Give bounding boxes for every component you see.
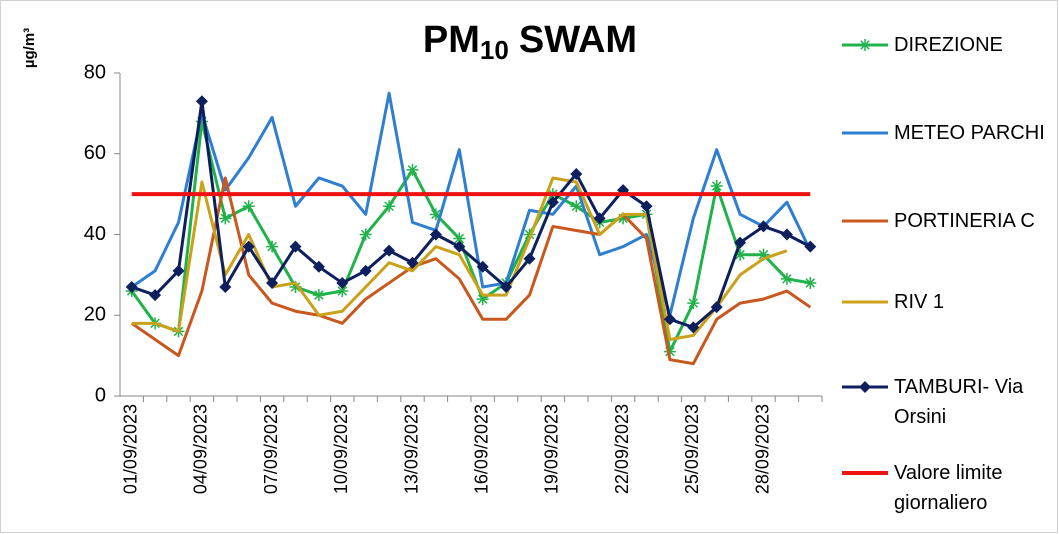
marker-diamond	[500, 280, 513, 293]
legend-label: DIREZIONE	[894, 34, 1003, 56]
legend-swatch	[842, 219, 888, 223]
marker-star	[804, 276, 817, 289]
legend-swatch	[842, 39, 888, 51]
y-tick-label: 40	[84, 223, 106, 245]
marker-star	[780, 272, 793, 285]
x-tick-label: 10/09/2023	[331, 404, 351, 494]
marker-diamond	[640, 200, 653, 213]
marker-star	[289, 280, 302, 293]
marker-diamond	[859, 381, 871, 393]
marker-diamond	[383, 244, 396, 257]
marker-diamond	[476, 260, 489, 273]
marker-diamond	[149, 289, 162, 302]
marker-diamond	[804, 240, 817, 253]
title-rest: SWAM	[519, 19, 637, 61]
legend-label: TAMBURI- Via Orsini	[894, 376, 1024, 428]
marker-star	[429, 208, 442, 221]
marker-diamond	[687, 321, 700, 334]
y-tick-label: 0	[95, 384, 106, 406]
legend-item: DIREZIONE	[838, 30, 1053, 60]
marker-diamond	[710, 301, 723, 314]
marker-star	[687, 297, 700, 310]
marker-star	[195, 115, 208, 128]
marker-star	[266, 240, 279, 253]
x-tick-label: 07/09/2023	[261, 404, 281, 494]
marker-diamond	[242, 240, 255, 253]
legend-item: METEO PARCHI	[838, 118, 1053, 148]
marker-star	[570, 200, 583, 213]
y-tick-label: 60	[84, 142, 106, 164]
x-tick-label: 04/09/2023	[191, 404, 211, 494]
x-tick-label: 13/09/2023	[401, 404, 421, 494]
marker-diamond	[663, 313, 676, 326]
marker-diamond	[453, 240, 466, 253]
legend-item: PORTINERIA C	[838, 206, 1053, 236]
marker-star	[617, 212, 630, 225]
marker-star	[757, 248, 770, 261]
marker-diamond	[523, 252, 536, 265]
y-tick-label: 80	[84, 61, 106, 83]
legend-label: Valore limite giornaliero	[894, 462, 1003, 514]
legend-label: RIV 1	[894, 291, 945, 313]
marker-diamond	[593, 212, 606, 225]
marker-diamond	[546, 196, 559, 209]
marker-star	[710, 180, 723, 193]
x-tick-label: 22/09/2023	[612, 404, 632, 494]
legend-label: PORTINERIA C	[894, 210, 1035, 232]
series-line	[130, 119, 811, 354]
legend-item: TAMBURI- Via Orsini	[838, 372, 1053, 432]
legend-item: Valore limite giornaliero	[838, 458, 1053, 518]
marker-star	[219, 212, 232, 225]
series-line	[130, 91, 812, 317]
marker-diamond	[780, 228, 793, 241]
marker-diamond	[172, 264, 185, 277]
legend-swatch	[842, 300, 888, 304]
series-line	[130, 176, 812, 366]
marker-star	[476, 293, 489, 306]
title-subscript: 10	[480, 35, 509, 65]
x-tick-label: 28/09/2023	[752, 404, 772, 494]
chart-title: PM10 SWAM	[423, 19, 637, 65]
series-line	[131, 176, 788, 341]
marker-star	[453, 232, 466, 245]
marker-star	[312, 289, 325, 302]
marker-diamond	[757, 220, 770, 233]
legend-swatch	[842, 381, 888, 393]
legend-swatch	[842, 471, 888, 475]
marker-diamond	[359, 264, 372, 277]
y-axis-label: µg/m³	[21, 28, 38, 68]
marker-diamond	[266, 276, 279, 289]
y-tick-label: 20	[84, 304, 106, 326]
marker-star	[242, 200, 255, 213]
marker-diamond	[219, 280, 232, 293]
legend-label: METEO PARCHI	[894, 122, 1045, 144]
x-tick-label: 01/09/2023	[120, 404, 140, 494]
legend-item: RIV 1	[838, 287, 1053, 317]
marker-star	[383, 200, 396, 213]
marker-diamond	[406, 256, 419, 269]
legend-swatch	[842, 131, 888, 135]
marker-diamond	[289, 240, 302, 253]
marker-diamond	[734, 236, 747, 249]
marker-diamond	[125, 280, 138, 293]
marker-star	[663, 345, 676, 358]
x-tick-label: 16/09/2023	[471, 404, 491, 494]
marker-star	[859, 39, 871, 51]
series-line	[131, 99, 811, 329]
title-main: PM	[423, 19, 480, 61]
marker-diamond	[570, 167, 583, 180]
marker-diamond	[429, 228, 442, 241]
marker-diamond	[195, 95, 208, 108]
x-tick-label: 19/09/2023	[542, 404, 562, 494]
marker-star	[359, 228, 372, 241]
marker-star	[734, 248, 747, 261]
marker-diamond	[312, 260, 325, 273]
marker-diamond	[336, 276, 349, 289]
marker-star	[406, 163, 419, 176]
marker-star	[336, 285, 349, 298]
x-tick-label: 25/09/2023	[682, 404, 702, 494]
